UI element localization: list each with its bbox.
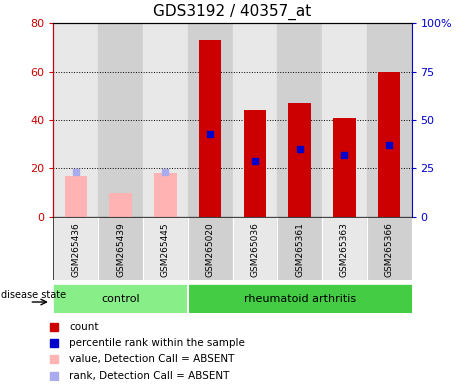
Text: value, Detection Call = ABSENT: value, Detection Call = ABSENT (69, 354, 234, 364)
Text: control: control (101, 293, 140, 304)
Bar (188, 284, 412, 313)
Bar (367, 217, 412, 280)
Bar (188, 217, 232, 280)
Text: rheumatoid arthritis: rheumatoid arthritis (244, 293, 356, 304)
Text: percentile rank within the sample: percentile rank within the sample (69, 338, 245, 348)
Bar (98, 23, 143, 217)
Text: GSM265361: GSM265361 (295, 222, 304, 277)
Text: rank, Detection Call = ABSENT: rank, Detection Call = ABSENT (69, 371, 229, 381)
Text: GSM265445: GSM265445 (161, 222, 170, 276)
Bar (333, 118, 356, 217)
Bar (53, 284, 188, 313)
Bar (53, 23, 98, 217)
Bar (154, 173, 177, 217)
Bar (277, 217, 322, 280)
Bar (277, 23, 322, 217)
Text: GSM265363: GSM265363 (340, 222, 349, 277)
Bar (367, 23, 412, 217)
Bar (65, 176, 87, 217)
Title: GDS3192 / 40357_at: GDS3192 / 40357_at (153, 4, 312, 20)
Bar (143, 23, 188, 217)
Bar (199, 40, 221, 217)
Bar (109, 193, 132, 217)
Text: GSM265436: GSM265436 (71, 222, 80, 277)
Bar (143, 217, 188, 280)
Text: GSM265036: GSM265036 (250, 222, 259, 277)
Bar (232, 217, 277, 280)
Bar (378, 71, 400, 217)
Text: GSM265366: GSM265366 (385, 222, 394, 277)
Text: count: count (69, 322, 99, 332)
Bar (244, 110, 266, 217)
Bar (53, 217, 98, 280)
Text: GSM265020: GSM265020 (206, 222, 215, 277)
Bar (98, 217, 143, 280)
Text: disease state: disease state (1, 290, 66, 300)
Bar (188, 23, 232, 217)
Bar (322, 23, 367, 217)
Bar (322, 217, 367, 280)
Bar (288, 103, 311, 217)
Text: GSM265439: GSM265439 (116, 222, 125, 277)
Bar (232, 23, 277, 217)
